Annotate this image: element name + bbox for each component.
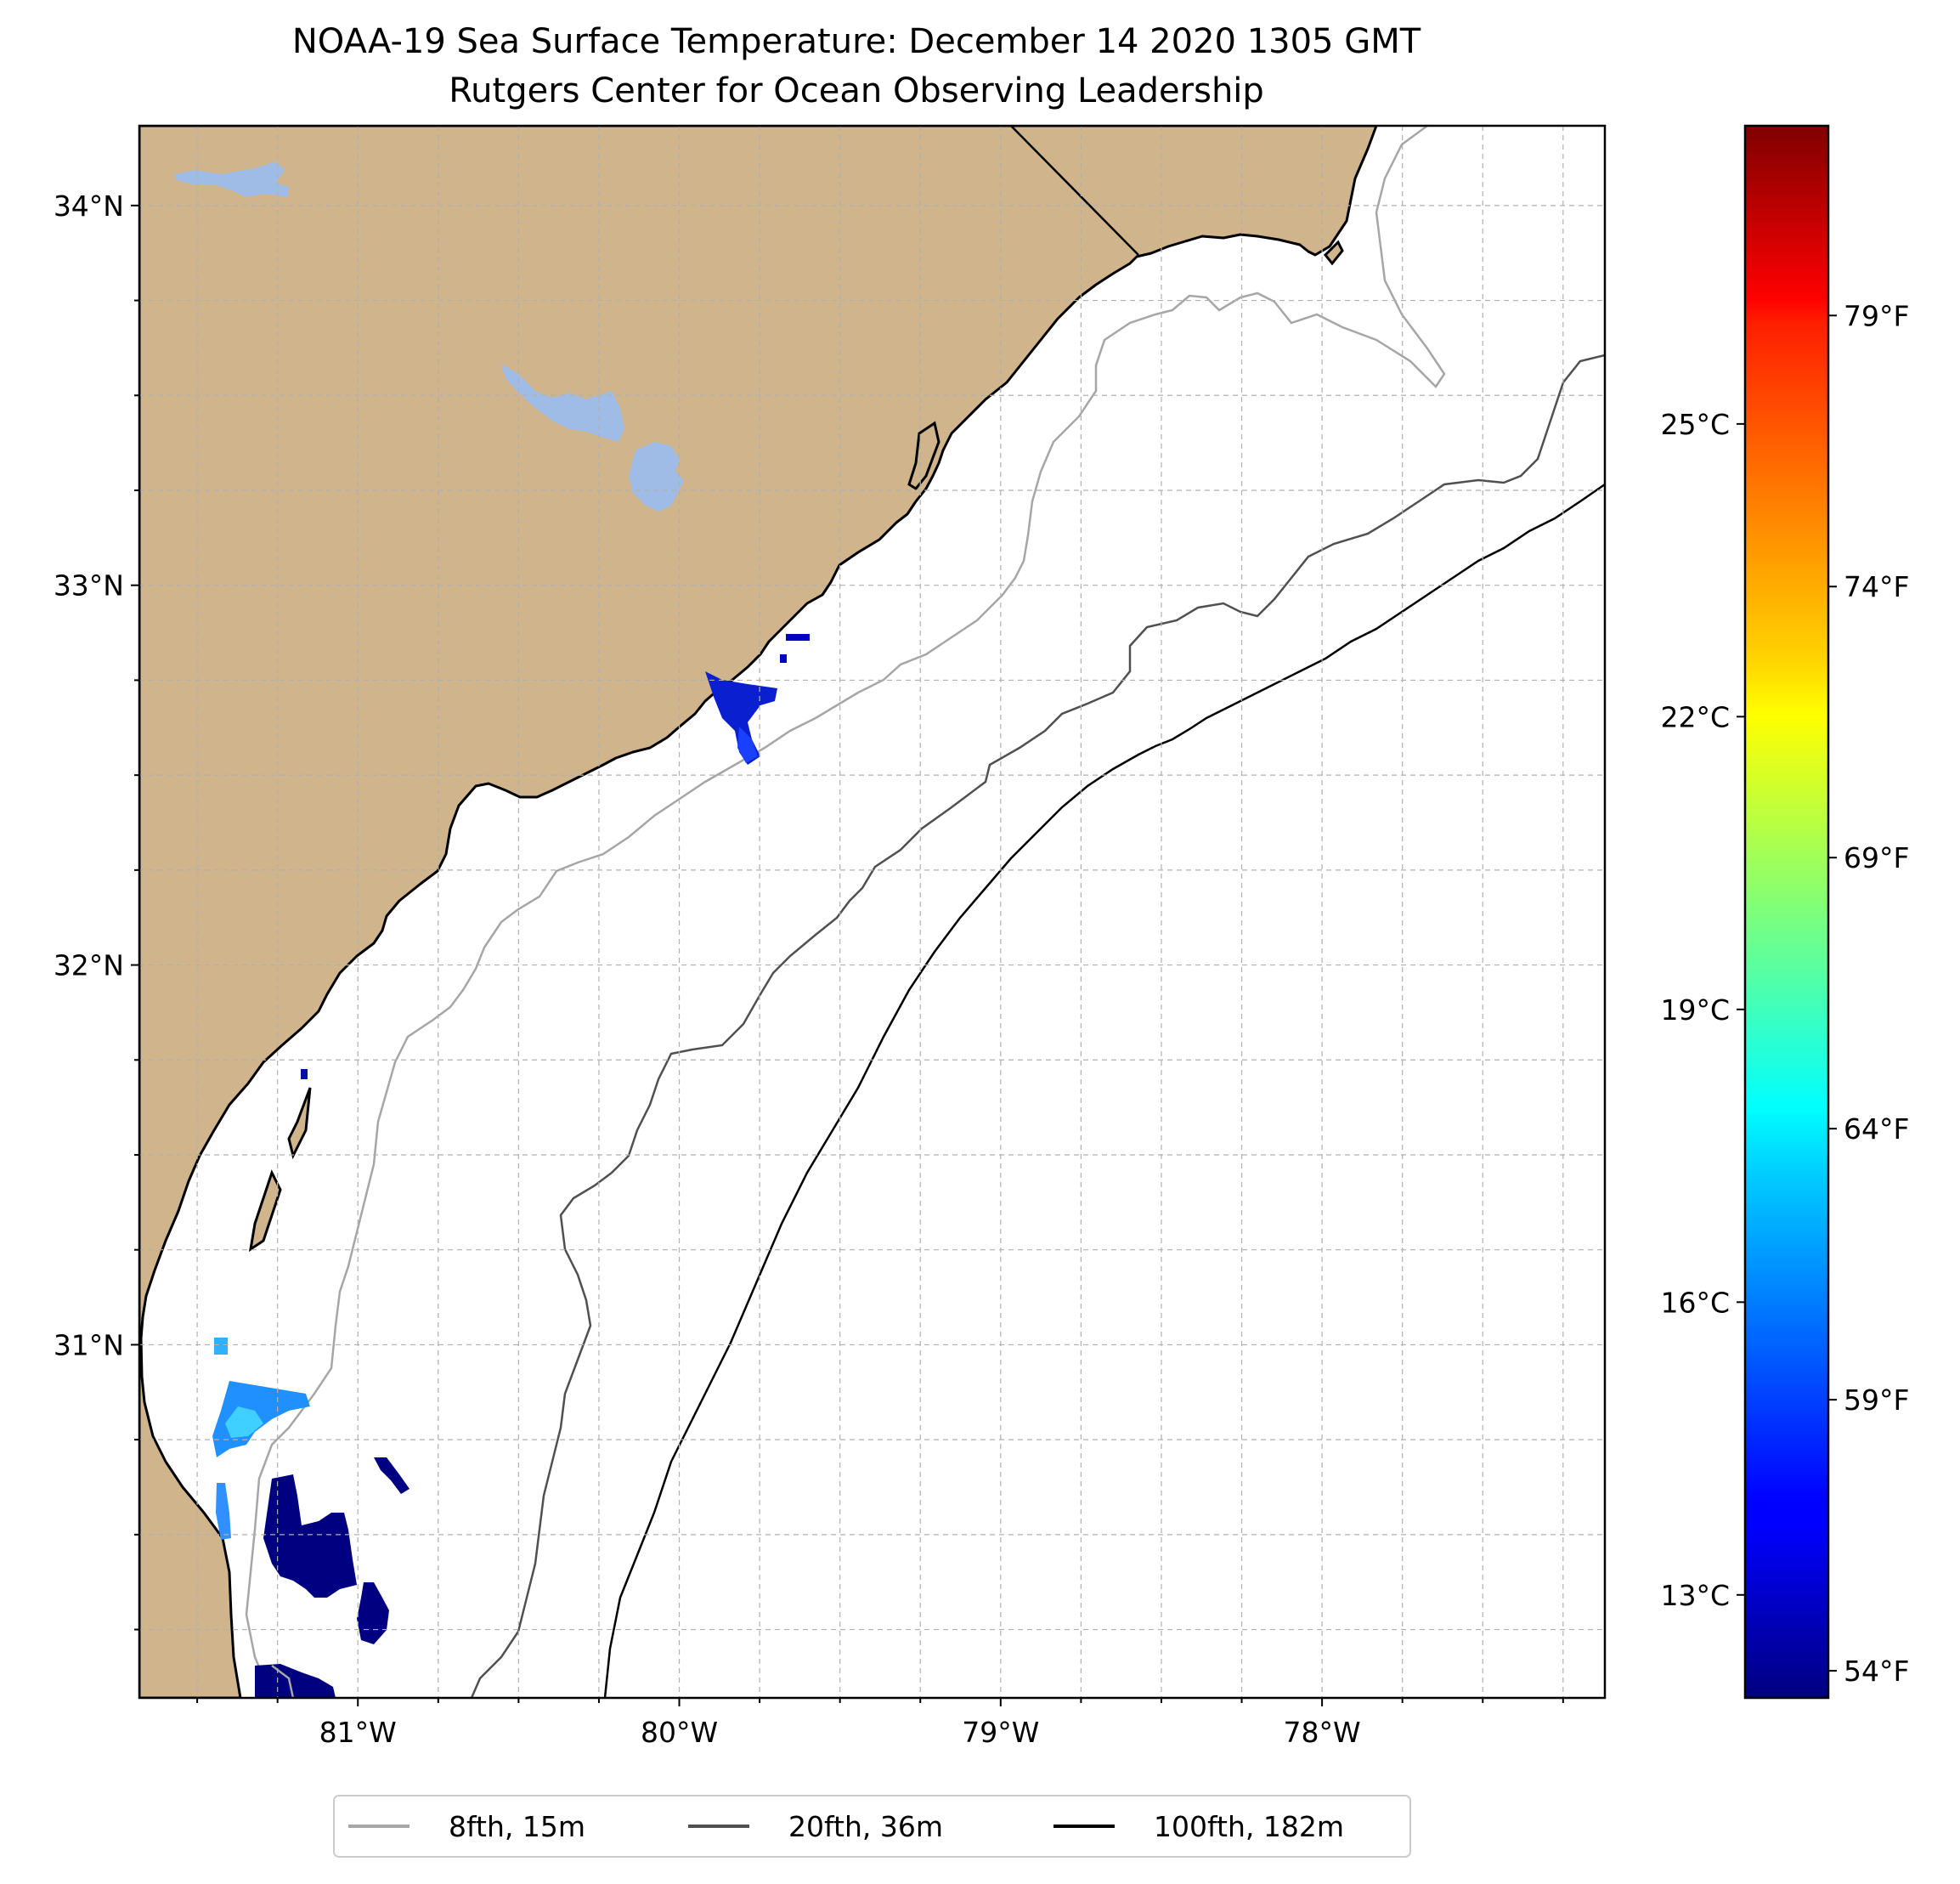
legend-box (333, 1795, 1411, 1858)
legend: 8fth, 15m 20fth, 36m 100fth, 182m (333, 1795, 1411, 1858)
lake (174, 161, 289, 197)
barrier-island (907, 421, 940, 490)
colorbar-f-label: 59°F (1844, 1383, 1909, 1417)
legend-label: 100fth, 182m (1154, 1810, 1344, 1843)
sst-patch (357, 1582, 389, 1644)
land (139, 126, 1378, 1698)
lon-tick-label: 78°W (1284, 1716, 1361, 1749)
legend-entries: 8fth, 15m 20fth, 36m 100fth, 182m (348, 1810, 1344, 1843)
isobath-8fth (245, 126, 1446, 1698)
colorbar-f-label: 54°F (1844, 1655, 1909, 1688)
colorbar-c-label: 16°C (1660, 1286, 1730, 1319)
sst-patch (374, 1457, 410, 1494)
lat-tick-label: 32°N (54, 949, 124, 982)
lake (629, 442, 684, 512)
colorbar-f-label: 69°F (1844, 841, 1909, 874)
colorbar-c-label: 22°C (1660, 700, 1730, 733)
lat-tick-label: 31°N (54, 1328, 124, 1361)
barrier-island (1323, 240, 1344, 266)
map-title: NOAA-19 Sea Surface Temperature: Decembe… (292, 22, 1421, 61)
sst-data (212, 634, 810, 1698)
sst-patch (263, 1474, 357, 1598)
sst-patch (737, 727, 758, 763)
colorbar-gradient (1743, 124, 1830, 1700)
isobath-100fth (603, 483, 1605, 1698)
sst-patch (214, 1338, 228, 1355)
sst-patch (212, 1381, 310, 1457)
map-frame (138, 124, 1607, 1700)
map-panel: 81°W 80°W 79°W 78°W 34°N 33°N 32°N 31°N (54, 124, 1607, 1749)
lon-tick-label: 80°W (641, 1716, 718, 1749)
lat-tick-label: 33°N (54, 569, 124, 603)
lon-tick-label: 81°W (319, 1716, 397, 1749)
sst-patch (786, 634, 810, 641)
barrier-island (248, 1169, 282, 1253)
lat-tick-label: 34°N (54, 190, 124, 223)
colorbar-f-label: 79°F (1844, 299, 1909, 332)
colorbar-ticks: 54°F 59°F 64°F 69°F 74°F 79°F 13°C 16°C 19°C 22°C… (1660, 299, 1909, 1688)
map-subtitle: Rutgers Center for Ocean Observing Leade… (449, 71, 1264, 110)
colorbar-c-label: 13°C (1660, 1579, 1730, 1612)
sst-patch (225, 1406, 263, 1438)
sst-patch (255, 1664, 336, 1698)
sst-patch (301, 1069, 308, 1079)
colorbar-c-label: 25°C (1660, 408, 1730, 441)
gridlines (139, 126, 1605, 1698)
isobath-20fth (470, 354, 1605, 1698)
colorbar: 54°F 59°F 64°F 69°F 74°F 79°F 13°C 16°C 19°C 22°C… (1660, 124, 1909, 1700)
colorbar-f-label: 74°F (1844, 570, 1909, 603)
map-axis-ticks: 81°W 80°W 79°W 78°W 34°N 33°N 32°N 31°N (54, 190, 1564, 1749)
legend-label: 8fth, 15m (449, 1810, 585, 1843)
state-border (1010, 126, 1139, 256)
lake (501, 364, 624, 442)
sst-patch (216, 1483, 231, 1540)
sst-patch (705, 671, 777, 765)
colorbar-c-label: 19°C (1660, 993, 1730, 1027)
legend-label: 20fth, 36m (788, 1810, 943, 1843)
lon-tick-label: 79°W (962, 1716, 1039, 1749)
colorbar-f-label: 64°F (1844, 1112, 1909, 1146)
sst-patch (780, 654, 787, 663)
barrier-island (287, 1087, 312, 1160)
